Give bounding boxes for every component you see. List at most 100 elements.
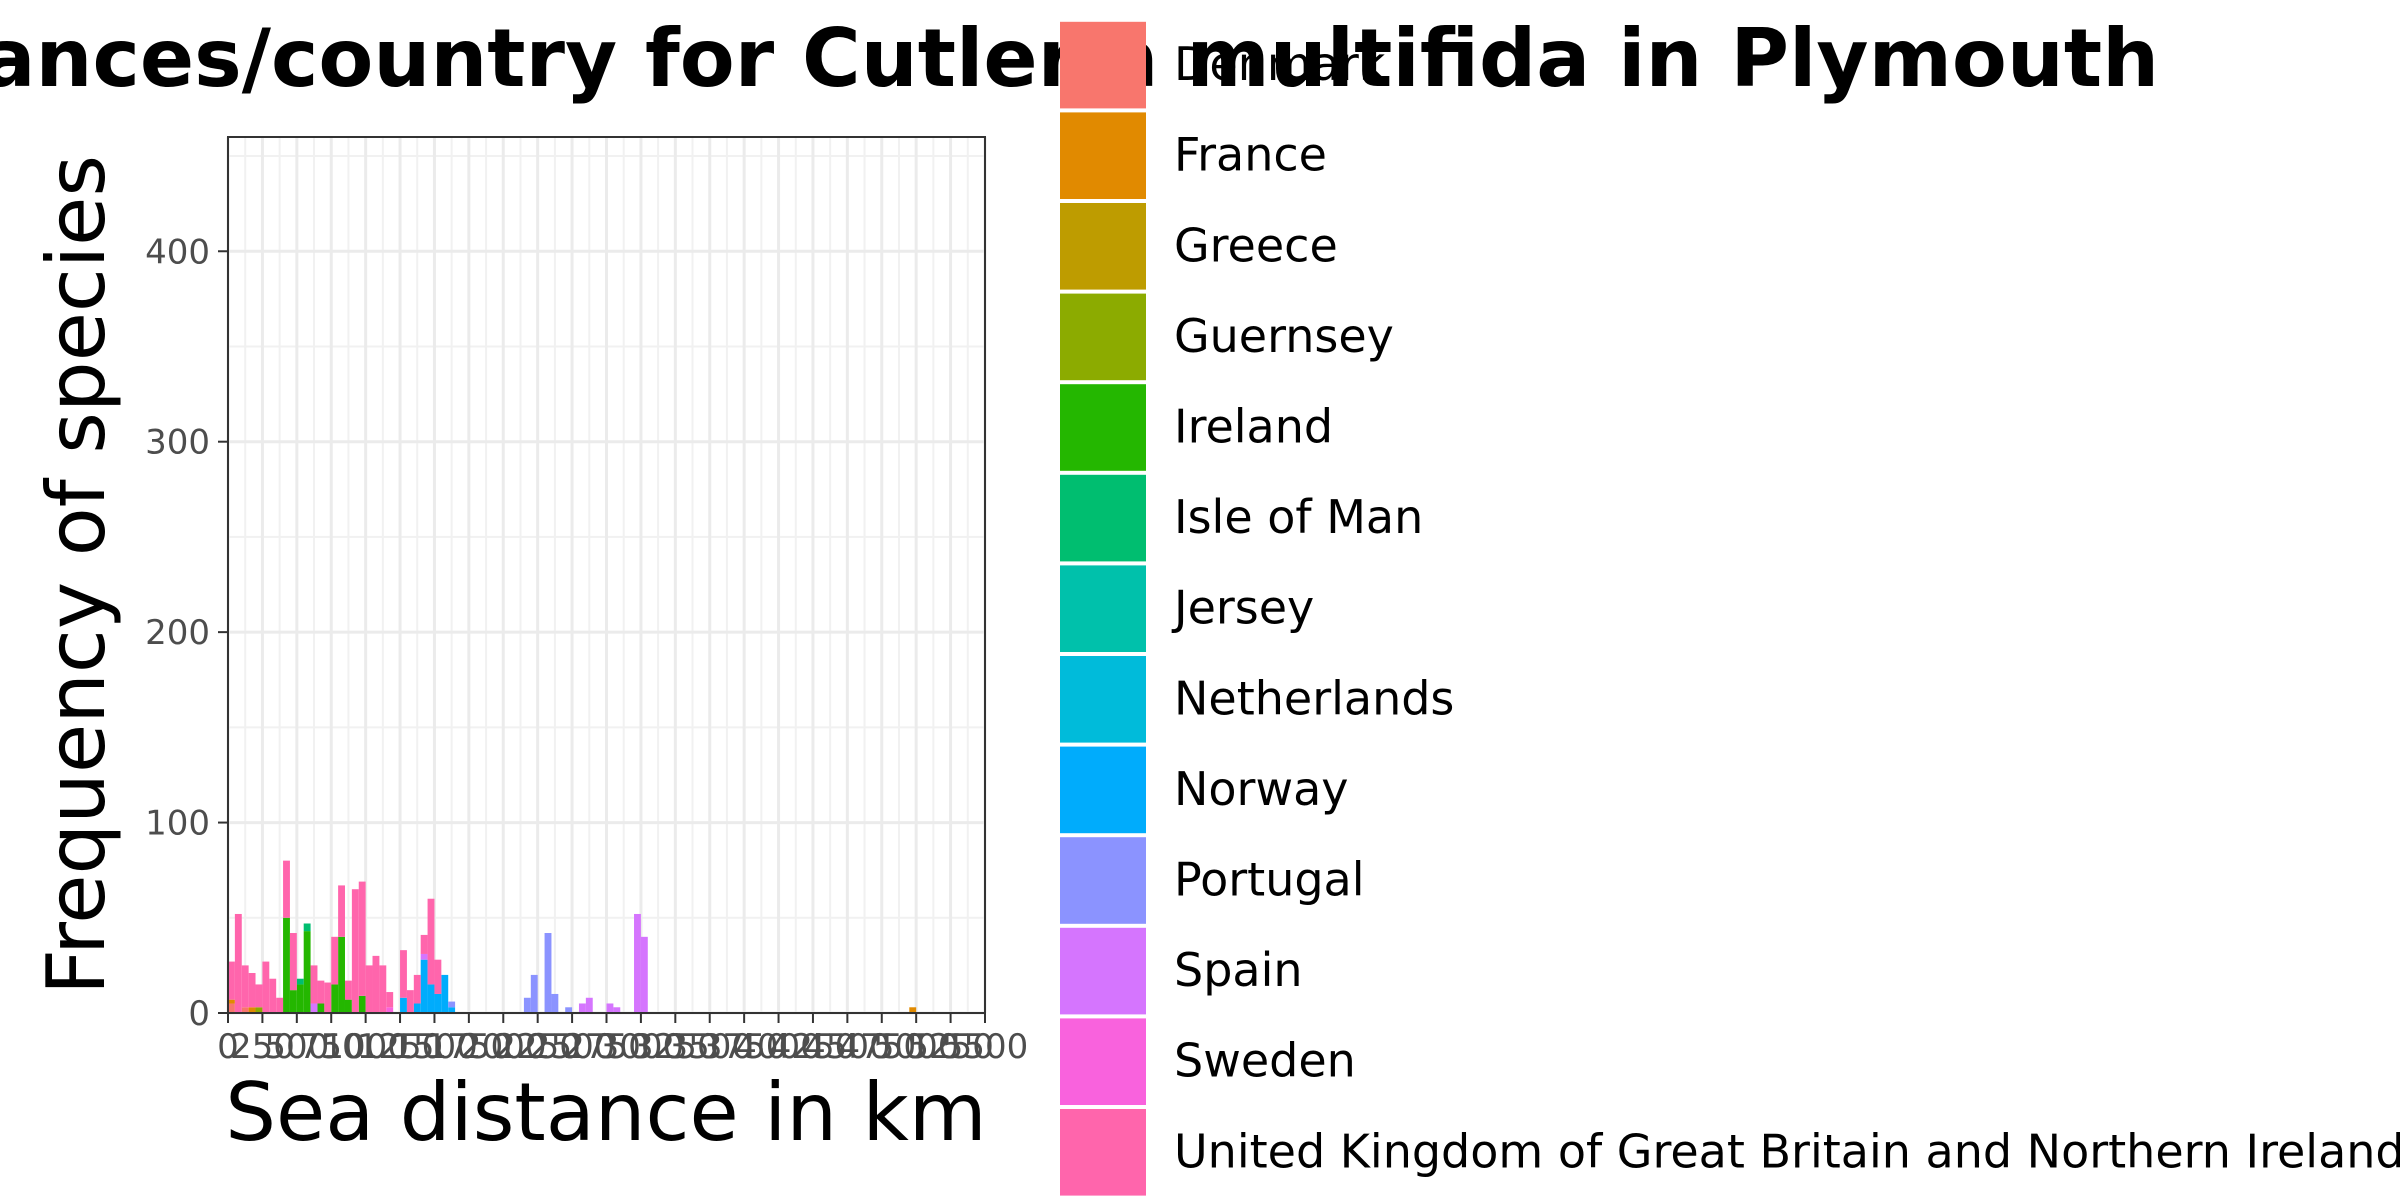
x-tick-label: 1000 (322, 1027, 409, 1067)
histogram-bar (289, 990, 297, 1013)
histogram-bar (262, 961, 270, 1013)
legend-key (1060, 112, 1146, 199)
histogram-bar (317, 1003, 325, 1013)
x-tick-label: 5250 (907, 1027, 994, 1067)
histogram-bar (386, 992, 394, 1008)
y-axis: 0 100 200 300 400 (145, 232, 228, 1034)
histogram-bar (269, 978, 277, 1013)
legend-key (1060, 21, 1146, 109)
histogram-bar (386, 1007, 394, 1013)
histogram-bar (228, 1003, 235, 1013)
x-tick-label: 3000 (598, 1027, 685, 1067)
histogram-bar (434, 993, 442, 1013)
histogram-bar (634, 913, 641, 1013)
x-tick-label: 1500 (391, 1027, 478, 1067)
histogram-bar (613, 1007, 621, 1013)
legend-label: Guernsey (1174, 309, 1394, 363)
histogram-bar (565, 1007, 573, 1013)
histogram-bar (427, 898, 435, 985)
legend-label: United Kingdom of Great Britain and Nort… (1174, 1124, 2400, 1178)
legend-key (1060, 474, 1146, 562)
legend-key (1060, 384, 1146, 471)
legend-label: Norway (1174, 762, 1349, 816)
histogram-bar (344, 999, 352, 1013)
x-tick-label: 3750 (701, 1027, 788, 1067)
histogram-bar (606, 1003, 614, 1013)
histogram-bar (344, 980, 352, 1000)
x-tick-label: 4500 (804, 1027, 891, 1067)
histogram-bar (523, 997, 531, 1013)
y-tick-label: 0 (188, 994, 210, 1034)
x-axis-title: Sea distance in km (225, 1066, 986, 1159)
bars (228, 860, 917, 1013)
x-tick-label: 500 (264, 1027, 329, 1067)
x-tick-label: 2000 (460, 1027, 547, 1067)
histogram-bar (255, 984, 263, 1008)
x-tick-label: 2750 (563, 1027, 650, 1067)
legend-key (1060, 565, 1146, 652)
x-tick-label: 250 (230, 1027, 295, 1067)
legend: Denmark France Greece Guernsey Ireland Isle o… (1060, 21, 2400, 1196)
histogram-bar (365, 965, 373, 1013)
x-tick-label: 2250 (494, 1027, 581, 1067)
histogram-bar (228, 961, 235, 1000)
legend-label: Sweden (1174, 1034, 1356, 1088)
x-tick-label: 750 (299, 1027, 364, 1067)
histogram-bar (530, 974, 538, 1013)
legend-label: Jersey (1171, 581, 1314, 635)
histogram-bar (427, 984, 435, 1013)
histogram-bar (358, 881, 366, 996)
histogram-bar (420, 934, 428, 954)
legend-label: Denmark (1174, 37, 1386, 91)
histogram-bar (448, 1001, 456, 1008)
histogram-bar (241, 1007, 249, 1013)
histogram-bar (578, 1003, 586, 1013)
histogram-bar (241, 965, 249, 1008)
histogram-bar (296, 984, 304, 1013)
histogram-bar (434, 959, 442, 994)
y-tick-label: 200 (145, 613, 210, 653)
y-tick-label: 300 (145, 423, 210, 463)
histogram-bar (338, 885, 345, 937)
legend-label: Isle of Man (1174, 490, 1423, 544)
legend-label: Ireland (1174, 400, 1333, 454)
histogram-bar (448, 1007, 456, 1013)
x-tick-label: 1750 (426, 1027, 513, 1067)
x-tick-label: 3500 (666, 1027, 753, 1067)
legend-label: Spain (1174, 943, 1303, 997)
histogram-bar (310, 965, 318, 1004)
legend-key (1060, 293, 1146, 381)
histogram-bar (283, 860, 290, 918)
histogram-bar (331, 984, 339, 1013)
legend-key (1060, 1018, 1146, 1105)
legend-key (1060, 927, 1146, 1015)
y-tick-label: 400 (145, 232, 210, 272)
histogram-bar (544, 933, 552, 1013)
histogram-bar (372, 955, 380, 1013)
grid-minor (228, 137, 985, 1013)
histogram-bar (310, 1003, 318, 1013)
x-tick-label: 5000 (873, 1027, 960, 1067)
histogram-bar (441, 974, 449, 1013)
legend-key (1060, 1109, 1146, 1196)
legend-key (1060, 746, 1146, 834)
histogram-bar (248, 973, 256, 1008)
histogram-bar (276, 997, 284, 1013)
histogram-bar (317, 980, 325, 1004)
histogram-bar (420, 959, 428, 1013)
x-tick-label: 3250 (632, 1027, 719, 1067)
x-tick-label: 4750 (839, 1027, 926, 1067)
histogram-bar (358, 995, 366, 1013)
histogram-bar (228, 999, 235, 1004)
x-tick-label: 5500 (942, 1027, 1029, 1067)
histogram-bar (585, 997, 593, 1013)
histogram-bar (379, 965, 387, 1013)
legend-label: Netherlands (1174, 671, 1454, 725)
histogram-bar (283, 917, 290, 1013)
legend-label: Portugal (1174, 853, 1365, 907)
legend-label: Greece (1174, 218, 1338, 272)
histogram-bar (640, 936, 648, 1013)
histogram-bar (400, 950, 407, 998)
histogram-bar (289, 933, 297, 991)
